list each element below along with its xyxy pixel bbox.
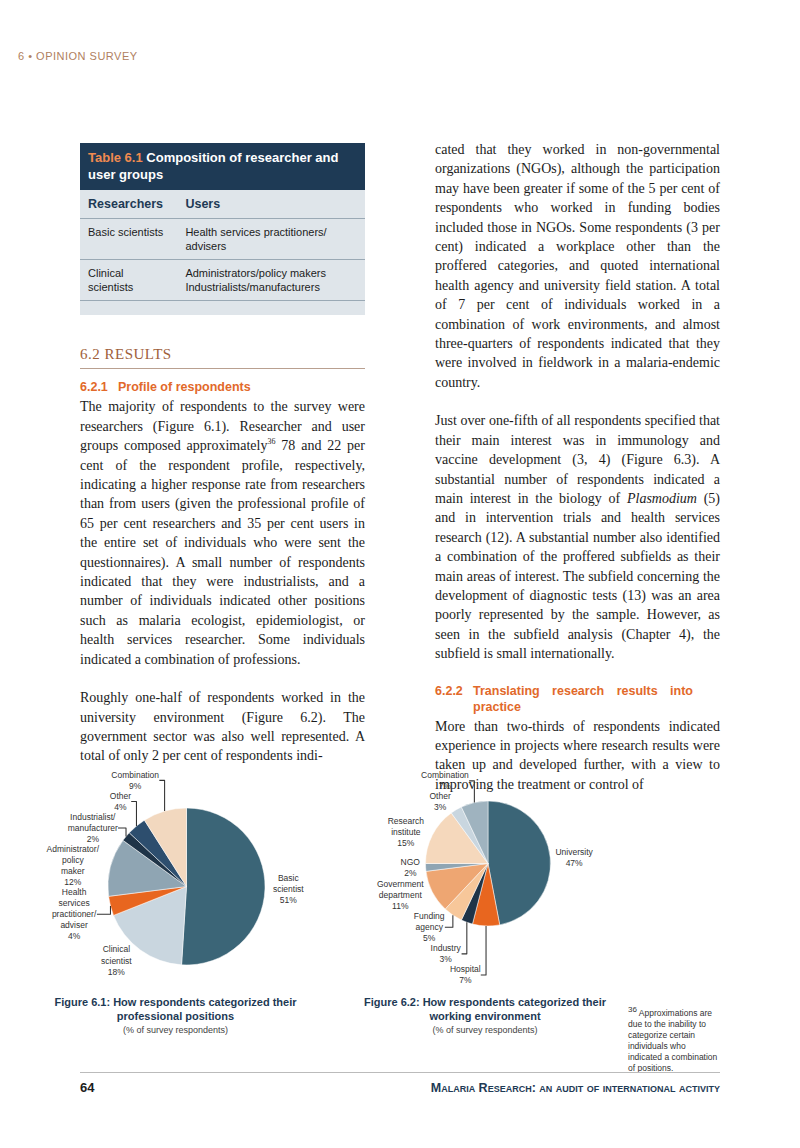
svg-text:Clinicalscientist18%: Clinicalscientist18% [101, 944, 132, 976]
svg-text:Basicscientist51%: Basicscientist51% [273, 873, 304, 905]
svg-text:Healthservicespractitioner/adv: Healthservicespractitioner/adviser4% [52, 887, 97, 941]
svg-text:Fundingagency5%: Fundingagency5% [414, 911, 445, 943]
svg-text:Governmentdepartment11%: Governmentdepartment11% [377, 879, 424, 911]
svg-text:Hospital7%: Hospital7% [450, 964, 481, 985]
svg-text:Industry3%: Industry3% [431, 943, 462, 964]
svg-text:NGO2%: NGO2% [401, 857, 421, 878]
svg-text:Other3%: Other3% [429, 791, 450, 812]
svg-text:Combination9%: Combination9% [111, 770, 159, 791]
svg-text:Other4%: Other4% [110, 791, 131, 812]
svg-text:University47%: University47% [555, 847, 593, 868]
svg-text:Industrialist/manufacturer2%: Industrialist/manufacturer2% [68, 812, 118, 844]
svg-text:Administrator/policymaker12%: Administrator/policymaker12% [47, 844, 100, 887]
svg-text:Combination7%: Combination7% [421, 770, 469, 791]
svg-text:Researchinstitute15%: Researchinstitute15% [388, 816, 425, 848]
